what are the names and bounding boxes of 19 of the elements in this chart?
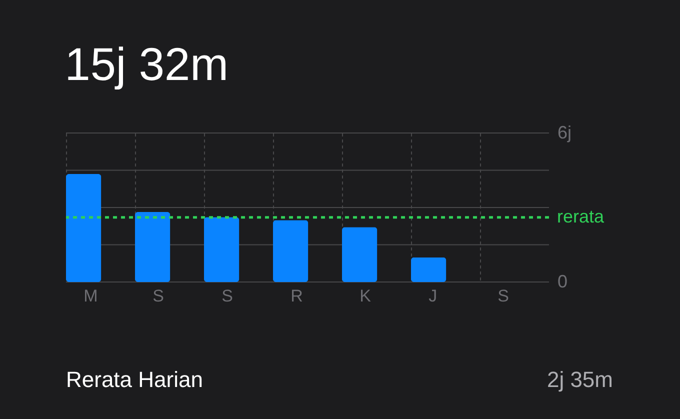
- ref-line-label: rerata: [557, 206, 606, 226]
- x-tick-label: S: [152, 286, 164, 306]
- x-tick-label: R: [290, 286, 303, 306]
- bar: [66, 174, 102, 282]
- x-tick-label: J: [428, 286, 438, 306]
- x-tick-label: M: [84, 286, 98, 306]
- x-tick-label: S: [222, 286, 233, 306]
- x-tick-label: S: [498, 286, 509, 306]
- bar: [135, 212, 170, 282]
- text: Rerata Harian: [66, 367, 203, 392]
- chart-title: 15j 32m: [64, 38, 228, 90]
- x-tick-label: K: [360, 286, 372, 306]
- bar: [342, 227, 378, 282]
- bar: [411, 257, 446, 282]
- bar: [273, 220, 308, 282]
- y-tick-label: 6j: [558, 122, 572, 142]
- text: 2j 35m: [546, 367, 613, 392]
- bar: [204, 217, 240, 282]
- y-tick-label: 0: [558, 272, 568, 292]
